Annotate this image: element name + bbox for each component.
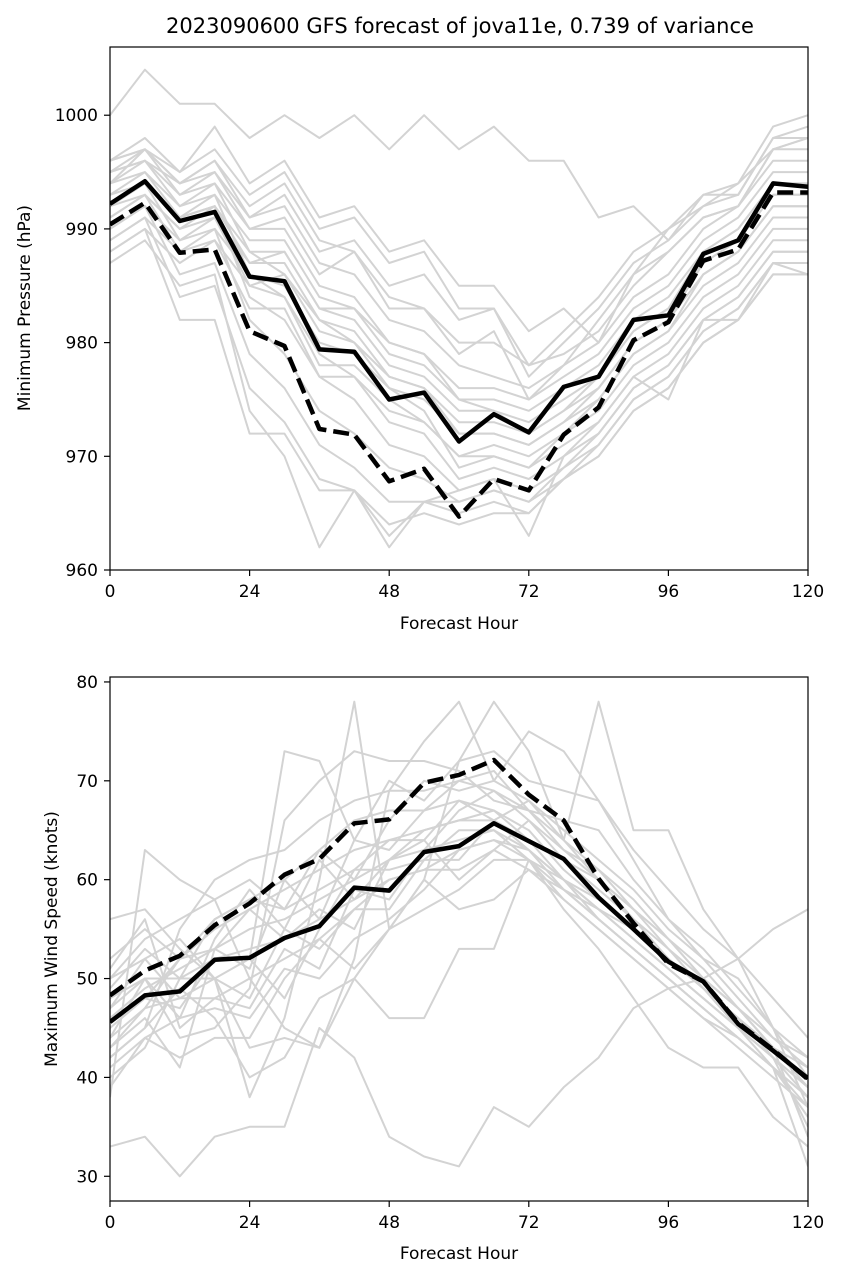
wind-y-tick-label: 50: [76, 970, 98, 990]
pressure-ensemble: [110, 68, 808, 549]
pressure-x-tick-label: 24: [239, 582, 261, 602]
wind-ensemble-line-1: [110, 849, 808, 1148]
wind-plot-frame: [109, 676, 809, 1202]
pressure-series: [110, 178, 808, 519]
pressure-x-axis-label: Forecast Hour: [400, 614, 518, 634]
pressure-y-tick-label: 960: [66, 561, 98, 581]
pressure-x-tick-label: 96: [658, 582, 680, 602]
wind-x-tick-label: 0: [105, 1213, 116, 1233]
wind-y-ticks: 30 40 50 60 70 80: [76, 673, 110, 1187]
pressure-x-tick-label: 120: [792, 582, 824, 602]
wind-ensemble-line-20: [110, 799, 808, 1069]
wind-ensemble: [110, 700, 808, 1178]
wind-ensemble-line-12: [110, 829, 808, 1118]
wind-ensemble-line-16: [110, 779, 808, 1059]
wind-y-tick-label: 80: [76, 673, 98, 693]
wind-x-tick-label: 24: [239, 1213, 261, 1233]
wind-x-ticks: 0 24 48 72 96 120: [105, 1201, 824, 1233]
wind-dashed-line: [110, 757, 808, 1082]
wind-solid-line: [110, 821, 808, 1081]
pressure-y-tick-label: 970: [66, 447, 98, 467]
pressure-x-tick-label: 48: [378, 582, 400, 602]
pressure-y-tick-label: 1000: [55, 106, 98, 126]
wind-x-tick-label: 96: [658, 1213, 680, 1233]
pressure-y-tick-label: 980: [66, 334, 98, 354]
wind-ensemble-line-22: [110, 849, 808, 1108]
wind-ensemble-line-19: [110, 839, 808, 1098]
wind-ensemble-line-17: [110, 769, 808, 1079]
pressure-x-tick-label: 72: [518, 582, 540, 602]
wind-ensemble-line-0: [110, 908, 808, 1178]
pressure-ensemble-line-22: [110, 193, 808, 469]
pressure-ensemble-line-19: [110, 125, 808, 378]
wind-x-tick-label: 48: [378, 1213, 400, 1233]
chart-title: 2023090600 GFS forecast of jova11e, 0.73…: [166, 14, 754, 38]
pressure-y-tick-label: 990: [66, 220, 98, 240]
wind-y-tick-label: 30: [76, 1167, 98, 1187]
wind-x-tick-label: 72: [518, 1213, 540, 1233]
pressure-ensemble-line-3: [110, 159, 808, 390]
pressure-x-ticks: 0 24 48 72 96 120: [105, 570, 824, 602]
pressure-y-axis-label: Minimum Pressure (hPa): [15, 205, 35, 411]
pressure-ensemble-line-10: [110, 148, 808, 469]
wind-x-tick-label: 120: [792, 1213, 824, 1233]
wind-series: [110, 757, 808, 1082]
wind-y-tick-label: 70: [76, 772, 98, 792]
pressure-dashed-line: [110, 190, 808, 519]
pressure-ensemble-line-18: [110, 137, 808, 401]
pressure-ensemble-line-20: [110, 137, 808, 367]
pressure-ensemble-line-4: [110, 171, 808, 401]
wind-x-axis-label: Forecast Hour: [400, 1244, 518, 1264]
wind-ensemble-line-5: [110, 750, 808, 1059]
wind-ensemble-line-11: [110, 819, 808, 1098]
wind-ensemble-line-4: [110, 750, 808, 1039]
pressure-y-ticks: 960 970 980 990 1000: [55, 106, 110, 581]
wind-ensemble-line-21: [110, 858, 808, 1088]
wind-y-axis-label: Maximum Wind Speed (knots): [42, 811, 62, 1067]
pressure-ensemble-line-1: [110, 125, 808, 344]
pressure-ensemble-line-16: [110, 227, 808, 537]
pressure-x-tick-label: 0: [105, 582, 116, 602]
pressure-panel: 0 24 48 72 96 120 960 970 980 990 1000 Forecast H…: [15, 46, 824, 634]
wind-y-tick-label: 40: [76, 1068, 98, 1088]
pressure-ensemble-line-0: [110, 68, 808, 242]
pressure-plot-frame: [109, 46, 809, 571]
wind-y-tick-label: 60: [76, 871, 98, 891]
pressure-solid-line: [110, 178, 808, 444]
pressure-ensemble-line-17: [110, 239, 808, 549]
